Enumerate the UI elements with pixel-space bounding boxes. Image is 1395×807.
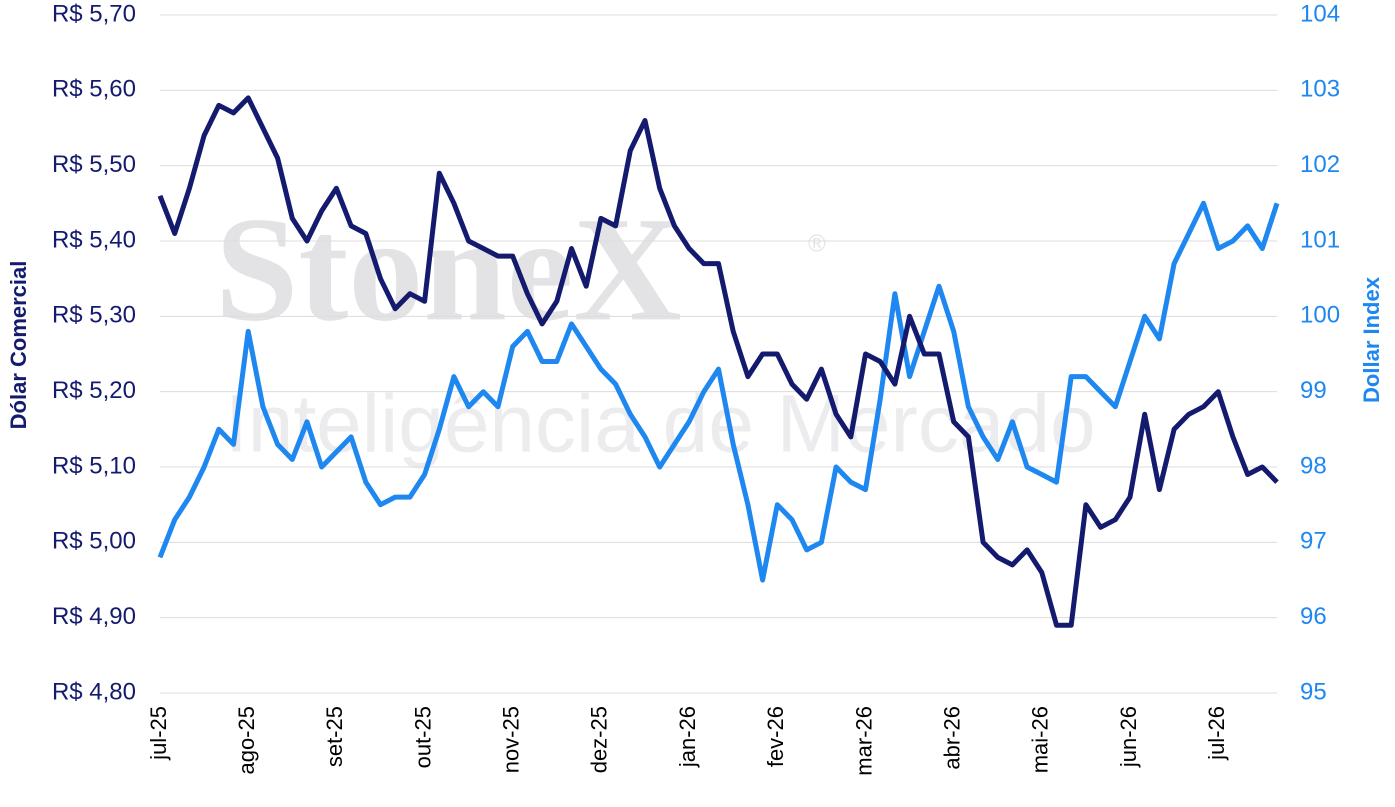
y2-tick-label: 104 xyxy=(1300,0,1340,27)
y2-tick-label: 100 xyxy=(1300,302,1340,329)
x-tick-label: ago-25 xyxy=(234,706,259,775)
x-tick-label: mai-26 xyxy=(1028,706,1053,773)
x-tick-label: jan-26 xyxy=(675,706,700,768)
x-tick-label: mar-26 xyxy=(851,706,876,776)
y2-tick-label: 97 xyxy=(1300,528,1327,555)
y2-axis-label: Dollar Index xyxy=(1359,276,1384,403)
x-tick-label: nov-25 xyxy=(499,706,524,773)
y-tick-label: R$ 5,20 xyxy=(52,377,136,404)
y2-tick-label: 99 xyxy=(1300,377,1327,404)
y-tick-label: R$ 5,00 xyxy=(52,528,136,555)
x-tick-label: jul-25 xyxy=(146,706,171,761)
x-tick-label: jun-26 xyxy=(1116,706,1141,768)
watermark-logo: StoneX xyxy=(215,186,682,352)
y-tick-label: R$ 4,90 xyxy=(52,603,136,630)
y2-tick-label: 103 xyxy=(1300,76,1340,103)
y-tick-label: R$ 5,60 xyxy=(52,76,136,103)
y-tick-label: R$ 5,30 xyxy=(52,302,136,329)
y2-tick-label: 96 xyxy=(1300,603,1327,630)
x-tick-label: fev-26 xyxy=(763,706,788,767)
x-tick-label: out-25 xyxy=(410,706,435,768)
x-tick-label: dez-25 xyxy=(587,706,612,773)
watermark-mark: ® xyxy=(808,230,826,257)
y-tick-label: R$ 5,50 xyxy=(52,151,136,178)
y2-tick-label: 98 xyxy=(1300,452,1327,479)
y2-tick-label: 102 xyxy=(1300,151,1340,178)
x-tick-label: jul-26 xyxy=(1204,706,1229,761)
y2-tick-label: 95 xyxy=(1300,678,1327,705)
y-axis-label: Dólar Comercial xyxy=(6,261,31,430)
y-tick-label: R$ 5,70 xyxy=(52,0,136,27)
y2-tick-label: 101 xyxy=(1300,226,1340,253)
x-tick-label: abr-26 xyxy=(939,706,964,770)
line-series xyxy=(157,200,1280,583)
y-tick-label: R$ 5,40 xyxy=(52,226,136,253)
y-tick-label: R$ 5,10 xyxy=(52,452,136,479)
line-series xyxy=(157,95,1279,628)
x-tick-label: set-25 xyxy=(322,706,347,767)
y-tick-label: R$ 4,80 xyxy=(52,678,136,705)
watermark-text: Inteligência de Mercado xyxy=(225,379,1096,470)
